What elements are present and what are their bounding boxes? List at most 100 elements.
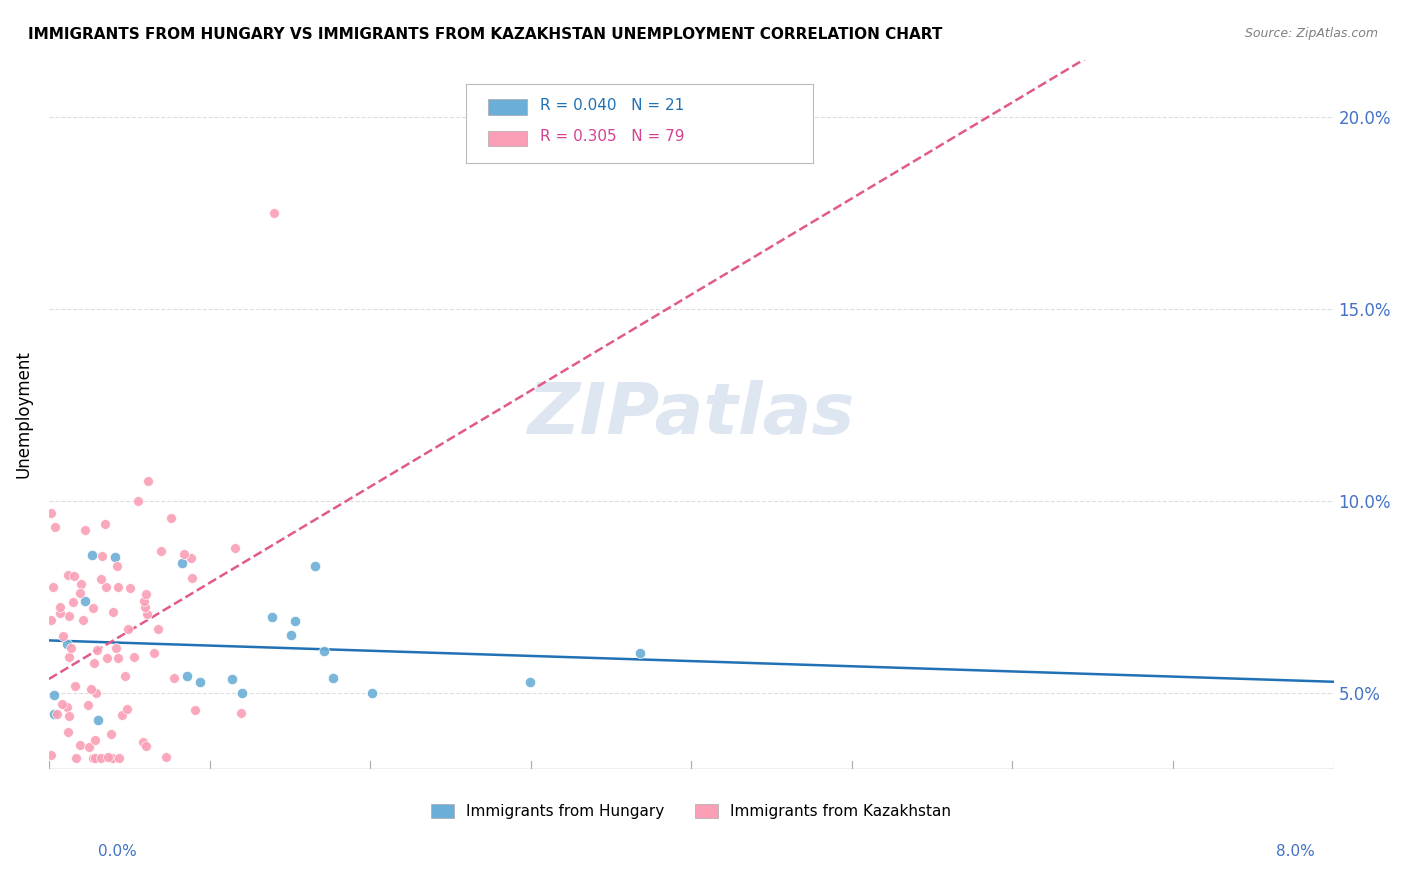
Text: 0.0%: 0.0% xyxy=(98,845,138,859)
Text: R = 0.305   N = 79: R = 0.305 N = 79 xyxy=(540,128,685,144)
Point xyxy=(263,206,285,220)
Point xyxy=(58,609,80,624)
Point xyxy=(96,750,118,764)
Point xyxy=(82,600,104,615)
Point xyxy=(231,686,253,700)
Point xyxy=(65,751,87,765)
Point xyxy=(176,669,198,683)
Point xyxy=(104,641,127,656)
Point xyxy=(115,702,138,716)
Point xyxy=(44,520,66,534)
Point xyxy=(120,581,142,595)
Point xyxy=(58,708,80,723)
Point xyxy=(56,724,79,739)
Point xyxy=(134,599,156,614)
Point xyxy=(87,713,110,727)
Point xyxy=(224,541,246,555)
Point xyxy=(170,556,193,570)
Point xyxy=(122,650,145,665)
Point xyxy=(41,748,63,763)
Point xyxy=(45,706,67,721)
Legend: Immigrants from Hungary, Immigrants from Kazakhstan: Immigrants from Hungary, Immigrants from… xyxy=(425,798,957,825)
Text: Source: ZipAtlas.com: Source: ZipAtlas.com xyxy=(1244,27,1378,40)
Point xyxy=(127,494,149,508)
FancyBboxPatch shape xyxy=(488,99,527,115)
Point xyxy=(229,706,252,721)
Point xyxy=(150,543,173,558)
Point xyxy=(86,643,108,657)
Point xyxy=(105,558,128,573)
Point xyxy=(96,651,118,665)
Point xyxy=(322,671,344,685)
Point xyxy=(49,607,72,621)
Point xyxy=(63,679,86,693)
Point xyxy=(49,600,72,615)
Point xyxy=(69,585,91,599)
Point xyxy=(72,613,94,627)
Point xyxy=(83,656,105,670)
Point xyxy=(42,706,65,721)
Point xyxy=(82,751,104,765)
Point xyxy=(160,510,183,524)
Point xyxy=(70,576,93,591)
Point xyxy=(173,547,195,561)
Point xyxy=(221,672,243,686)
Point xyxy=(284,614,307,628)
Point xyxy=(42,688,65,702)
Point xyxy=(60,641,83,656)
Point xyxy=(41,507,63,521)
FancyBboxPatch shape xyxy=(488,130,527,146)
Point xyxy=(90,572,112,586)
Point xyxy=(108,751,131,765)
Point xyxy=(519,675,541,690)
Point xyxy=(94,580,117,594)
Point xyxy=(107,580,129,594)
Point xyxy=(188,674,211,689)
Point xyxy=(132,734,155,748)
Point xyxy=(80,549,103,563)
Point xyxy=(56,567,79,582)
Point xyxy=(100,727,122,741)
FancyBboxPatch shape xyxy=(467,85,813,162)
Point xyxy=(91,549,114,563)
Point xyxy=(180,550,202,565)
Point xyxy=(155,750,177,764)
Point xyxy=(94,517,117,532)
Point xyxy=(77,698,100,712)
Point xyxy=(77,739,100,754)
Point xyxy=(55,699,77,714)
Point xyxy=(136,474,159,488)
Point xyxy=(73,594,96,608)
Point xyxy=(111,707,134,722)
Point xyxy=(132,594,155,608)
Point xyxy=(142,646,165,660)
Point xyxy=(628,646,651,660)
Point xyxy=(184,703,207,717)
Point xyxy=(41,613,63,627)
Text: IMMIGRANTS FROM HUNGARY VS IMMIGRANTS FROM KAZAKHSTAN UNEMPLOYMENT CORRELATION C: IMMIGRANTS FROM HUNGARY VS IMMIGRANTS FR… xyxy=(28,27,942,42)
Text: 8.0%: 8.0% xyxy=(1275,845,1315,859)
Point xyxy=(146,623,169,637)
Point xyxy=(69,738,91,752)
Point xyxy=(135,587,157,601)
Point xyxy=(104,549,127,564)
Text: R = 0.040   N = 21: R = 0.040 N = 21 xyxy=(540,98,683,113)
Point xyxy=(260,609,283,624)
Point xyxy=(114,669,136,683)
Point xyxy=(280,628,302,642)
Point xyxy=(56,637,79,651)
Point xyxy=(52,629,75,643)
Point xyxy=(101,751,124,765)
Point xyxy=(83,751,105,765)
Point xyxy=(51,697,73,711)
Point xyxy=(107,650,129,665)
Point xyxy=(136,607,159,622)
Point xyxy=(80,681,103,696)
Point xyxy=(135,739,157,754)
Point xyxy=(84,686,107,700)
Point xyxy=(73,524,96,538)
Point xyxy=(360,686,382,700)
Point xyxy=(180,572,202,586)
Y-axis label: Unemployment: Unemployment xyxy=(15,351,32,478)
Point xyxy=(304,559,326,574)
